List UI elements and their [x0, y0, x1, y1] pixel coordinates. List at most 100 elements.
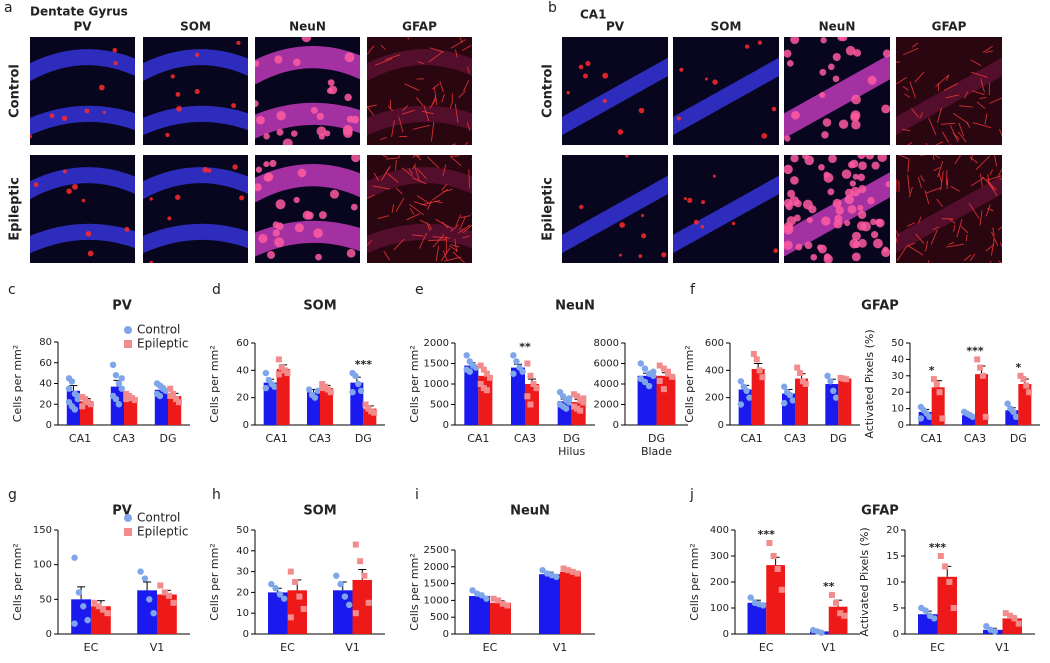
labeled-cell — [787, 216, 796, 225]
data-point — [794, 365, 800, 371]
labeled-cell — [868, 76, 877, 85]
labeled-cell — [274, 55, 282, 63]
labeled-cell — [276, 222, 284, 230]
labeled-cell — [758, 40, 762, 44]
labeled-cell — [865, 151, 874, 160]
panel-title: Dentate Gyrus — [30, 5, 128, 19]
labeled-cell — [745, 44, 749, 48]
data-point — [577, 408, 583, 414]
labeled-cell — [103, 111, 106, 114]
data-point — [771, 553, 777, 559]
data-point — [263, 370, 269, 376]
labeled-cell — [113, 48, 118, 53]
column-label: NeuN — [289, 20, 326, 34]
data-point — [760, 602, 766, 608]
legend-swatch — [124, 528, 132, 536]
micrograph-content — [250, 153, 365, 263]
labeled-cell — [345, 52, 355, 62]
x-tick-label: EC — [483, 641, 498, 654]
legend-swatch — [124, 514, 132, 522]
panel-letter: d — [212, 282, 221, 298]
y-tick-label: 1500 — [424, 359, 449, 370]
y-tick-label: 40 — [891, 354, 904, 365]
labeled-cell — [790, 154, 798, 162]
labeled-cell — [839, 33, 847, 41]
astrocyte-fiber — [471, 159, 479, 165]
labeled-cell — [883, 50, 891, 58]
data-point — [113, 372, 119, 378]
y-axis-label: Cells per mm² — [408, 345, 421, 422]
labeled-cell — [625, 154, 629, 158]
y-tick-label: 1500 — [424, 579, 449, 590]
y-tick-label: 40 — [39, 379, 52, 390]
labeled-cell — [34, 182, 39, 187]
data-point — [738, 401, 744, 407]
labeled-cell — [701, 225, 705, 229]
labeled-cell — [202, 167, 208, 173]
labeled-cell — [171, 74, 175, 78]
labeled-cell — [790, 35, 799, 44]
labeled-cell — [848, 205, 857, 214]
y-axis-label: Cells per mm² — [208, 345, 221, 422]
labeled-cell — [86, 231, 92, 237]
legend-label: Epileptic — [137, 337, 189, 351]
data-point — [353, 542, 359, 548]
y-tick-label: 0 — [243, 629, 249, 640]
astrocyte-fiber — [998, 261, 1009, 271]
micrograph — [361, 145, 480, 263]
labeled-cell — [881, 104, 890, 113]
column-label: GFAP — [402, 20, 437, 34]
data-point — [157, 582, 163, 588]
data-point — [1011, 615, 1017, 621]
labeled-cell — [877, 152, 887, 162]
y-tick-label: 40 — [236, 546, 249, 557]
y-tick-label: 20 — [886, 525, 899, 536]
data-point — [150, 610, 156, 616]
data-point — [510, 352, 516, 358]
micrograph — [557, 154, 673, 263]
data-point — [757, 367, 763, 373]
data-point — [272, 585, 278, 591]
x-tick-label: V1 — [995, 641, 1010, 654]
labeled-cell — [619, 222, 625, 228]
data-point — [80, 603, 86, 609]
y-tick-label: 30 — [891, 371, 904, 382]
labeled-cell — [783, 50, 791, 58]
labeled-cell — [851, 95, 861, 105]
labeled-cell — [313, 228, 323, 238]
data-point — [527, 402, 533, 408]
labeled-cell — [804, 155, 814, 165]
labeled-cell — [351, 204, 358, 211]
data-point — [754, 356, 760, 362]
labeled-cell — [327, 88, 333, 94]
bar — [560, 572, 581, 634]
y-tick-label: 5 — [893, 603, 899, 614]
y-tick-label: 20 — [891, 387, 904, 398]
data-point — [824, 373, 830, 379]
labeled-cell — [694, 220, 699, 225]
labeled-cell — [785, 203, 792, 210]
data-point — [743, 388, 749, 394]
y-tick-label: 600 — [705, 338, 724, 349]
labeled-cell — [302, 32, 312, 42]
labeled-cell — [82, 199, 86, 203]
labeled-cell — [264, 173, 272, 181]
micrograph-content — [138, 155, 253, 264]
data-point — [292, 579, 298, 585]
data-point — [527, 373, 533, 379]
labeled-cell — [679, 68, 683, 72]
data-point — [66, 385, 72, 391]
labeled-cell — [344, 94, 351, 101]
labeled-cell — [677, 116, 681, 120]
labeled-cell — [807, 217, 813, 223]
labeled-cell — [713, 175, 716, 178]
astrocyte-fiber — [361, 38, 367, 42]
micrograph-content — [557, 37, 673, 145]
y-tick-label: 0 — [443, 420, 449, 431]
labeled-cell — [854, 49, 862, 57]
data-point — [284, 370, 290, 376]
labeled-cell — [833, 53, 841, 61]
y-tick-label: 0 — [898, 420, 904, 431]
labeled-cell — [828, 154, 837, 163]
